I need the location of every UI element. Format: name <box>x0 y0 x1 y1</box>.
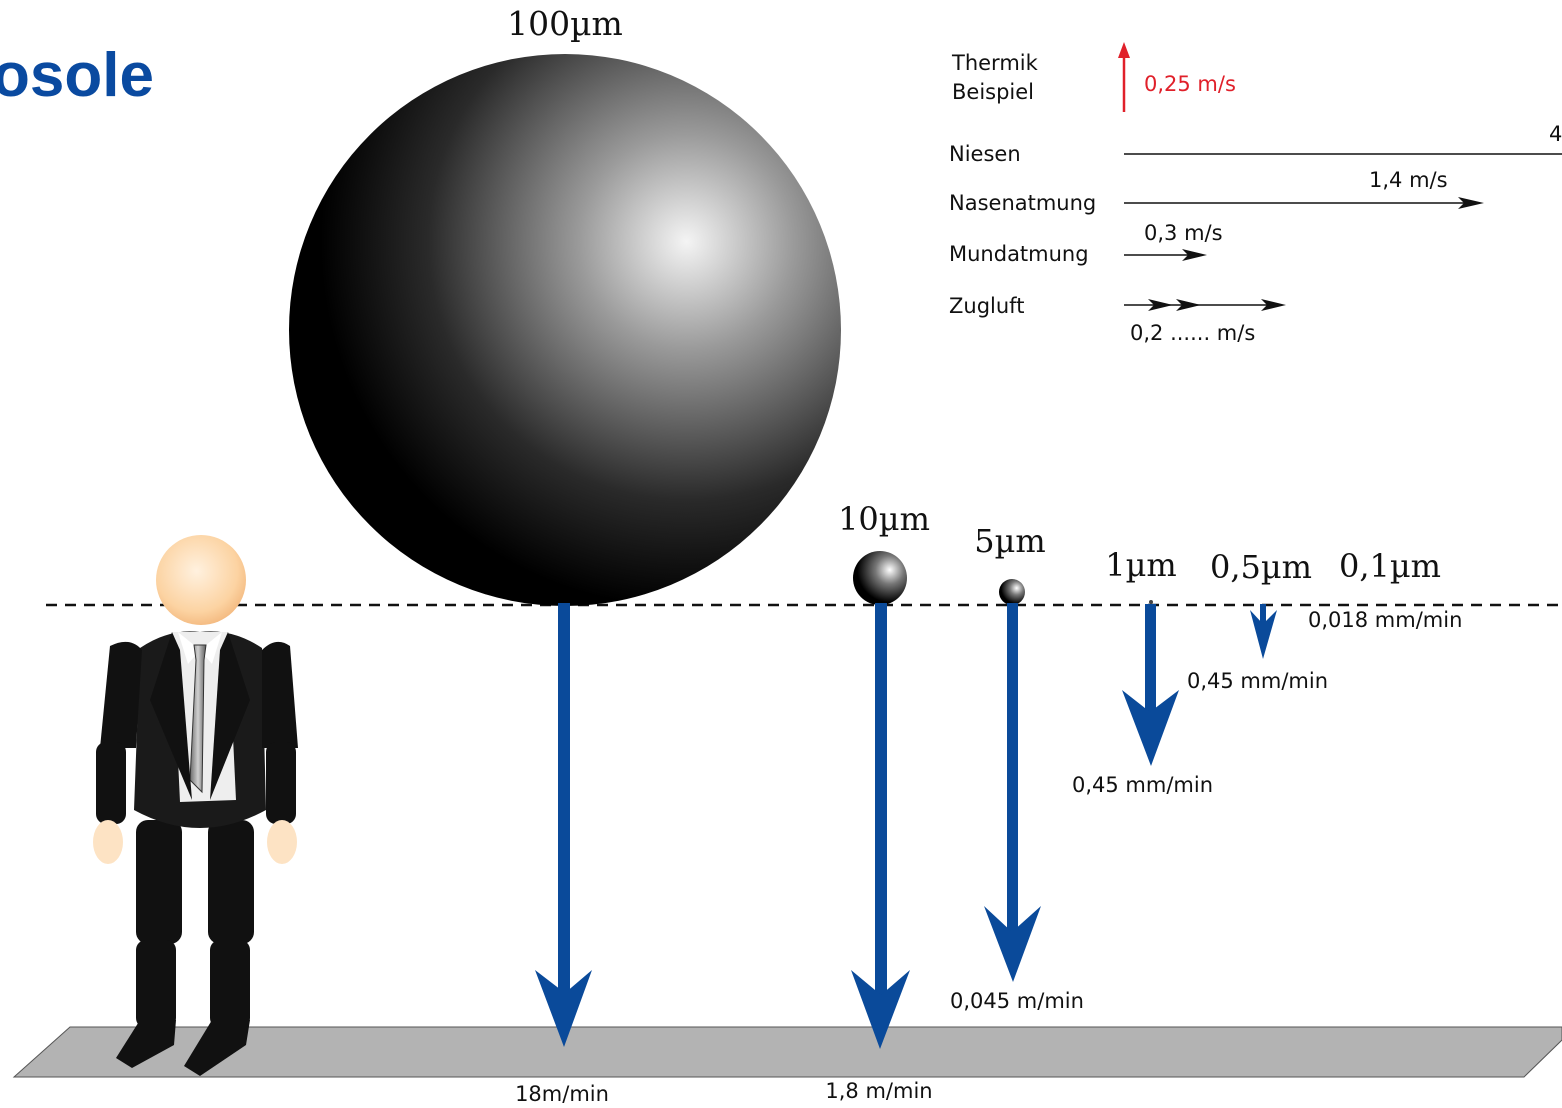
particle-100um-sphere <box>289 54 841 606</box>
sink-speed-05um: 0,45 mm/min <box>1187 669 1328 693</box>
legend-nasenatmung-arrow <box>1124 197 1484 209</box>
particle-10um-label: 10µm <box>838 500 930 538</box>
particle-5um-label: 5µm <box>974 522 1046 560</box>
legend-nasenatmung-label: Nasenatmung <box>949 191 1096 215</box>
sink-speed-1um: 0,45 mm/min <box>1072 773 1213 797</box>
legend-zugluft-arrow <box>1124 299 1286 311</box>
sink-speed-5um: 0,045 m/min <box>950 989 1084 1013</box>
sink-arrow-1um <box>1122 604 1179 766</box>
legend-thermik-label-line2: Beispiel <box>952 80 1034 104</box>
floor-plane <box>12 1026 1562 1078</box>
particle-05um-label: 0,5µm <box>1210 548 1312 586</box>
legend-mundatmung-label: Mundatmung <box>949 242 1089 266</box>
sink-arrow-5um <box>984 603 1041 982</box>
sink-arrow-05um <box>1250 604 1277 659</box>
legend-mundatmung-arrow <box>1124 249 1207 261</box>
sink-speed-01um: 0,018 mm/min <box>1308 608 1462 632</box>
legend-thermik-speed: 0,25 m/s <box>1144 72 1236 96</box>
legend-thermik-arrow <box>1118 42 1130 112</box>
legend-mundatmung-speed: 0,3 m/s <box>1144 221 1223 245</box>
page-title: osole <box>0 41 154 110</box>
particle-1um-dot <box>1149 600 1153 604</box>
legend-thermik-label-line1: Thermik <box>951 51 1039 75</box>
particle-100um-label: 100µm <box>507 4 623 43</box>
person-figure <box>93 535 298 1076</box>
sink-speed-10um: 1,8 m/min <box>825 1079 932 1103</box>
particle-01um-label: 0,1µm <box>1339 547 1441 585</box>
particle-5um-sphere <box>999 579 1025 605</box>
legend-niesen-speed: 4 <box>1549 122 1562 146</box>
legend-zugluft-label: Zugluft <box>949 294 1024 318</box>
particle-10um-sphere <box>853 551 907 605</box>
legend-nasenatmung-speed: 1,4 m/s <box>1369 168 1448 192</box>
sink-arrow-100um <box>535 603 592 1047</box>
sink-arrow-10um <box>851 603 910 1049</box>
legend-niesen-label: Niesen <box>949 142 1021 166</box>
legend-zugluft-speed: 0,2 ...... m/s <box>1130 321 1255 345</box>
sink-speed-100um: 18m/min <box>515 1082 609 1106</box>
particle-1um-label: 1µm <box>1105 546 1177 584</box>
